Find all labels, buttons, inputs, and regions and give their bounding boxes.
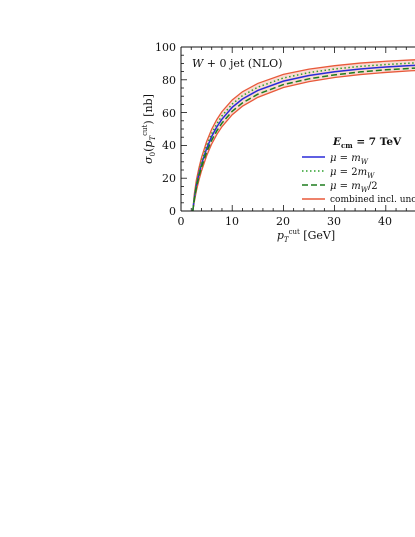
series-layer (192, 62, 415, 211)
series-line-mu-2mw (192, 62, 415, 211)
x-tick-label-10: 10 (225, 215, 239, 228)
series-line-mu-mw-half (192, 67, 415, 211)
chart-title: W + 0 jet (NLO) (192, 57, 282, 70)
uncertainty-band-fill (192, 59, 415, 211)
uncertainty-band-layer (192, 59, 415, 211)
x-tick-label-0: 0 (178, 215, 185, 228)
y-axis-title: σ0(pTcut) [nb] (141, 94, 157, 164)
legend-label-combined-band: combined incl. unc. (330, 195, 415, 205)
legend-label-mu-mw: μ = mW (330, 153, 369, 166)
x-axis-title: pTcut [GeV] (277, 228, 335, 244)
x-tick-label-40: 40 (378, 215, 392, 228)
legend-label-mu-2mw: μ = 2mW (330, 167, 375, 180)
x-tick-label-20: 20 (276, 215, 290, 228)
y-tick-label-60: 60 (162, 107, 176, 120)
legend-header: Ecm = 7 TeV (332, 136, 402, 150)
y-tick-label-0: 0 (169, 205, 176, 218)
y-tick-label-100: 100 (155, 41, 176, 54)
tick-layer (180, 46, 407, 212)
legend-label-mu-mw-half: μ = mW/2 (330, 181, 378, 194)
y-tick-label-80: 80 (162, 74, 176, 87)
uncertainty-band-upper-edge (192, 59, 415, 211)
uncertainty-band-lower-edge (192, 69, 415, 211)
legend: Ecm = 7 TeV μ = mW μ = 2mW μ = mW/2 comb… (302, 136, 415, 205)
x-tick-label-30: 30 (327, 215, 341, 228)
y-tick-label-40: 40 (162, 139, 176, 152)
y-tick-label-20: 20 (162, 172, 176, 185)
